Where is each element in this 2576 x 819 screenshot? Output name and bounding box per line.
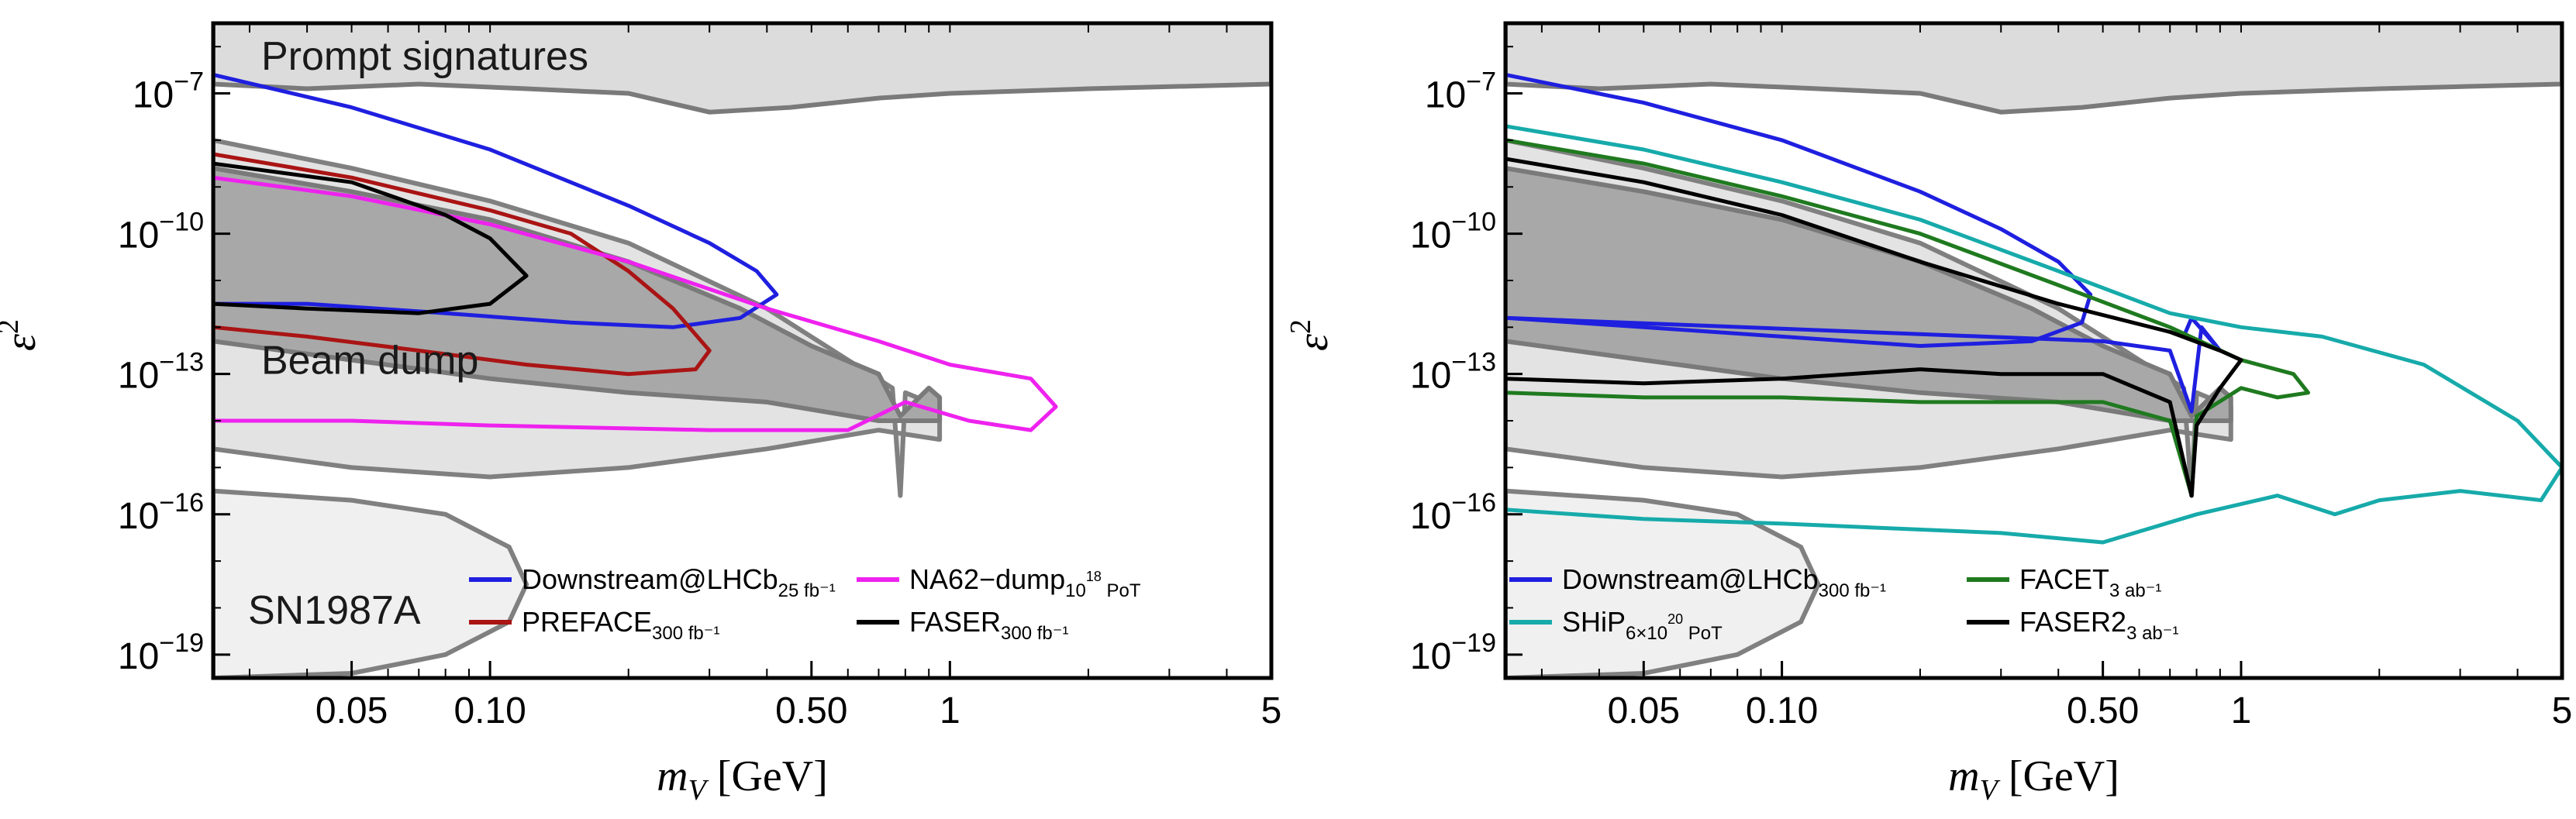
series-preface bbox=[213, 152, 712, 377]
legend-label: Downstream@LHCb300 fb⁻¹ bbox=[1562, 563, 1886, 601]
y-tick-label: 10−7 bbox=[1425, 67, 1496, 116]
series-ship bbox=[1505, 124, 2562, 545]
x-tick-label: 0.10 bbox=[453, 690, 526, 731]
legend-label: PREFACE300 fb⁻¹ bbox=[522, 606, 719, 644]
x-tick-label: 5 bbox=[2552, 690, 2573, 731]
plot-frame bbox=[211, 21, 1274, 680]
y-tick-label: 10−19 bbox=[118, 628, 204, 677]
region-prompt-signatures bbox=[213, 23, 1271, 115]
legend-item: FASER300 fb⁻¹ bbox=[857, 606, 1068, 644]
region-prompt-signatures bbox=[1505, 23, 2562, 115]
y-tick-label: 10−16 bbox=[1410, 488, 1496, 537]
plot-frame bbox=[1503, 21, 2564, 680]
x-tick-label: 0.50 bbox=[2067, 690, 2139, 731]
x-axis-label: mV [GeV] bbox=[657, 752, 828, 807]
legend-label: NA62−dump1018 PoT bbox=[909, 563, 1141, 601]
y-tick-label: 10−10 bbox=[118, 208, 204, 256]
x-tick-label: 0.05 bbox=[1608, 690, 1680, 731]
y-tick-label: 10−13 bbox=[1410, 348, 1496, 397]
x-tick-label: 1 bbox=[940, 690, 960, 731]
legend-item: Downstream@LHCb300 fb⁻¹ bbox=[1509, 563, 1886, 601]
legend-item: Downstream@LHCb25 fb⁻¹ bbox=[469, 563, 836, 601]
legend-label: FACET3 ab⁻¹ bbox=[2019, 563, 2161, 601]
legend-label: FASER300 fb⁻¹ bbox=[909, 606, 1068, 644]
left-panel: 0.05 0.10 0.50 1 5 10−7 10−10 10−13 10−16 10−19 mV… bbox=[0, 21, 1282, 807]
series-faser bbox=[213, 161, 529, 315]
legend-item: PREFACE300 fb⁻¹ bbox=[469, 606, 719, 644]
plot-area bbox=[213, 23, 1271, 678]
x-tick-label: 0.50 bbox=[775, 690, 847, 731]
series-facet bbox=[1505, 138, 2310, 498]
y-tick-label: 10−16 bbox=[118, 488, 204, 537]
legend-item: FASER23 ab⁻¹ bbox=[1967, 606, 2178, 644]
x-tick-label: 5 bbox=[1261, 690, 1282, 731]
region-sn1987a bbox=[1505, 488, 1821, 678]
y-axis-label: ε2 bbox=[1285, 319, 1337, 351]
x-axis-label: mV [GeV] bbox=[1948, 752, 2119, 807]
right-panel: 0.05 0.10 0.50 1 5 10−7 10−10 10−13 10−16 10−19 mV… bbox=[1285, 21, 2573, 807]
label-beam-dump: Beam dump bbox=[261, 339, 478, 384]
x-tick-label: 0.10 bbox=[1746, 690, 1818, 731]
legend-item: FACET3 ab⁻¹ bbox=[1967, 563, 2161, 601]
label-sn1987a: SN1987A bbox=[248, 588, 421, 633]
y-axis-label: ε2 bbox=[0, 319, 45, 351]
series-downstream-lhcb bbox=[213, 72, 779, 329]
x-tick-label: 0.05 bbox=[316, 690, 388, 731]
legend-label: Downstream@LHCb25 fb⁻¹ bbox=[522, 563, 836, 601]
legend-label: FASER23 ab⁻¹ bbox=[2019, 606, 2178, 644]
plot-area bbox=[1505, 23, 2562, 678]
series-faser2 bbox=[1505, 157, 2243, 498]
series-na62-dump bbox=[213, 175, 1058, 432]
x-tick-label: 1 bbox=[2231, 690, 2252, 731]
legend-label: SHiP6×1020 PoT bbox=[1562, 606, 1723, 644]
y-tick-label: 10−13 bbox=[118, 348, 204, 397]
label-prompt-signatures: Prompt signatures bbox=[261, 34, 588, 79]
y-tick-label: 10−10 bbox=[1410, 208, 1496, 256]
y-tick-label: 10−7 bbox=[133, 67, 204, 116]
legend-item: NA62−dump1018 PoT bbox=[857, 563, 1141, 601]
legend-item: SHiP6×1020 PoT bbox=[1509, 606, 1723, 644]
y-tick-label: 10−19 bbox=[1410, 628, 1496, 677]
